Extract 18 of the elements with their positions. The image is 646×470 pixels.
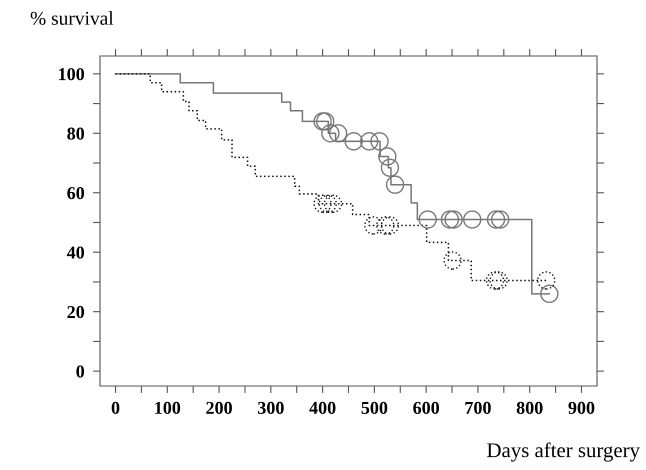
- x-tick-label: 900: [568, 402, 594, 414]
- y-tick-label: 80: [67, 128, 84, 140]
- y-tick-label: 40: [66, 246, 84, 259]
- x-tick-label: 400: [309, 402, 336, 414]
- y-tick-label: 0: [76, 365, 84, 378]
- x-tick-label: 600: [413, 402, 440, 414]
- x-tick-label: 700: [465, 402, 491, 414]
- x-tick-label: 100: [155, 402, 180, 414]
- y-tick-label: 20: [67, 306, 84, 318]
- x-axis-title: Days after surgery: [487, 442, 640, 462]
- x-tick-label: 300: [258, 402, 284, 414]
- y-tick-label: 60: [67, 187, 84, 200]
- y-axis-title: % survival: [30, 11, 114, 25]
- x-tick-label: 500: [362, 402, 388, 414]
- x-tick-label: 800: [516, 402, 543, 414]
- x-tick-label: 0: [112, 402, 120, 414]
- x-tick-label: 200: [206, 402, 232, 414]
- y-tick-label: 100: [59, 68, 84, 80]
